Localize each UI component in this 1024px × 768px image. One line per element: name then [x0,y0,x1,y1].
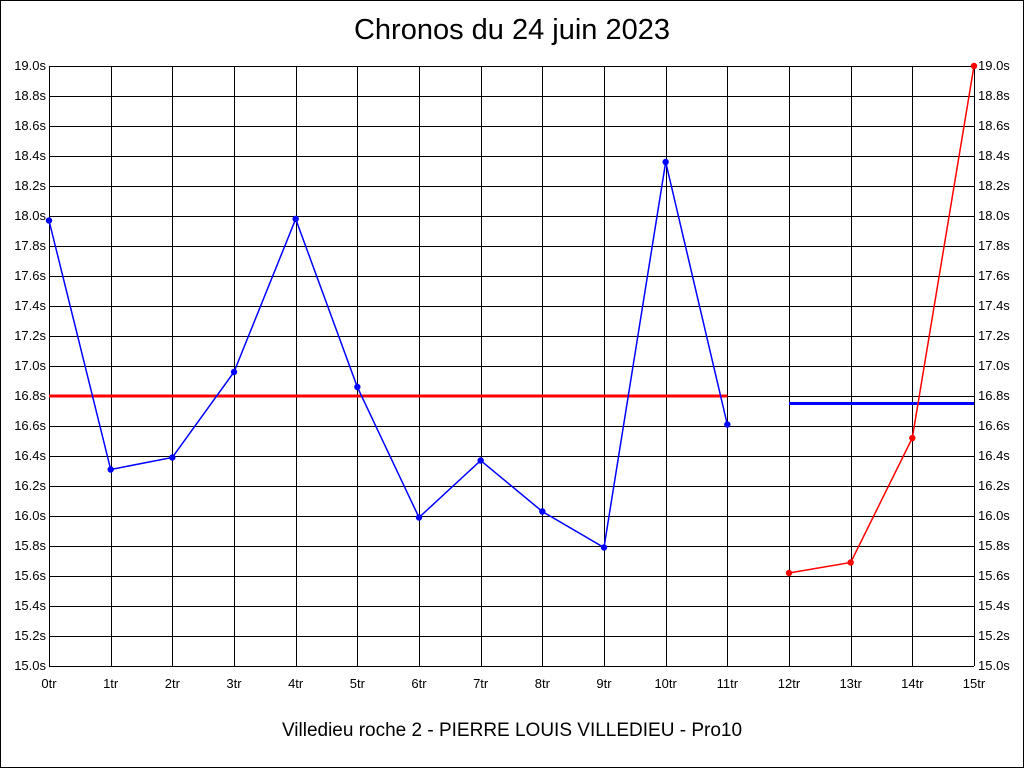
y-tick-label-left: 16.8s [14,388,46,403]
y-tick-label-right: 18.6s [978,118,1010,133]
data-point [970,62,978,70]
data-point [107,466,114,473]
x-tick-label: 7tr [473,676,489,691]
y-tick-label-left: 17.0s [14,358,46,373]
y-tick-label-left: 18.6s [14,118,46,133]
series-line [788,65,975,574]
series-line [48,161,729,549]
data-point [662,158,669,166]
y-tick-label-left: 17.4s [14,298,46,313]
y-tick-label-left: 15.6s [14,568,46,583]
y-tick-label-right: 18.8s [978,88,1010,103]
y-tick-label-right: 16.6s [978,418,1010,433]
y-tick-label-left: 15.8s [14,538,46,553]
y-tick-label-left: 18.2s [14,178,46,193]
data-point [354,383,361,391]
y-tick-label-left: 19.0s [14,58,46,73]
x-tick-label: 8tr [535,676,551,691]
x-tick-label: 10tr [654,676,677,691]
data-point [292,215,299,223]
y-tick-label-left: 15.0s [14,658,46,673]
y-tick-label-left: 16.0s [14,508,46,523]
y-tick-label-right: 15.8s [978,538,1010,553]
y-tick-label-left: 15.4s [14,598,46,613]
y-tick-label-right: 17.8s [978,238,1010,253]
y-tick-label-right: 15.0s [978,658,1010,673]
y-tick-label-right: 18.2s [978,178,1010,193]
data-point [45,217,53,224]
x-tick-label: 12tr [778,676,801,691]
y-tick-label-left: 16.2s [14,478,46,493]
data-point [600,544,608,551]
x-tick-label: 15tr [963,676,986,691]
y-tick-label-right: 16.8s [978,388,1010,403]
y-tick-label-right: 15.6s [978,568,1010,583]
data-point [909,434,916,442]
x-tick-label: 3tr [226,676,242,691]
x-tick-label: 4tr [288,676,304,691]
x-tick-label: 14tr [901,676,924,691]
x-tick-label: 5tr [350,676,366,691]
y-tick-label-left: 18.0s [14,208,46,223]
x-tick-label: 11tr [717,676,739,691]
chart-subtitle: Villedieu roche 2 - PIERRE LOUIS VILLEDI… [281,720,743,741]
y-tick-label-left: 18.8s [14,88,46,103]
y-tick-label-right: 15.4s [978,598,1010,613]
data-point [785,569,793,577]
x-tick-label: 1tr [103,676,119,691]
y-tick-label-right: 18.0s [978,208,1010,223]
y-tick-label-right: 17.0s [978,358,1010,373]
data-point [477,457,484,464]
y-tick-label-right: 16.4s [978,448,1010,463]
y-tick-label-left: 15.2s [14,628,46,643]
y-tick-label-right: 15.2s [978,628,1010,643]
data-point [169,454,176,461]
y-tick-label-left: 18.4s [14,148,46,163]
chart-title: Chronos du 24 juin 2023 [353,14,670,46]
data-point [230,368,238,376]
y-tick-label-right: 16.0s [978,508,1010,523]
x-tick-label: 6tr [411,676,427,691]
data-point [415,514,423,521]
x-tick-label: 0tr [41,676,57,691]
y-tick-label-right: 16.2s [978,478,1010,493]
y-tick-label-right: 19.0s [978,58,1010,73]
y-tick-label-left: 17.2s [14,328,46,343]
y-tick-label-right: 17.2s [978,328,1010,343]
y-tick-label-left: 16.4s [14,448,46,463]
y-tick-label-left: 17.6s [14,268,46,283]
x-tick-label: 2tr [165,676,181,691]
x-tick-label: 9tr [596,676,612,691]
data-point [539,508,546,515]
data-point [847,559,854,566]
y-tick-label-left: 16.6s [14,418,46,433]
data-point [724,421,731,428]
y-tick-label-right: 17.4s [978,298,1010,313]
y-tick-label-left: 17.8s [14,238,46,253]
x-tick-label: 13tr [839,676,862,691]
y-tick-label-right: 17.6s [978,268,1010,283]
y-tick-label-right: 18.4s [978,148,1010,163]
